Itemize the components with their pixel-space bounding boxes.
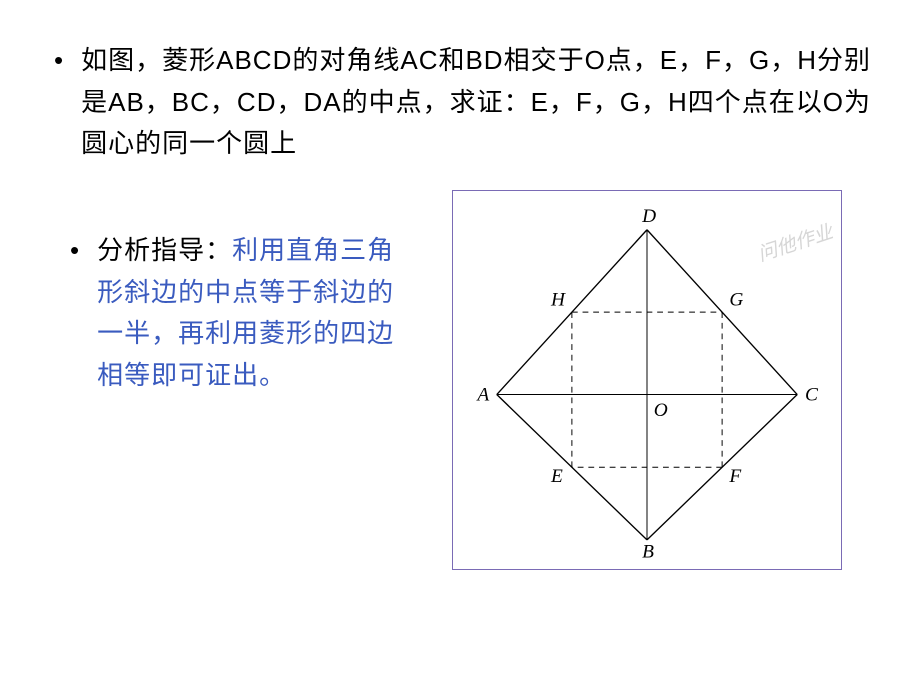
label-c: C [805, 384, 819, 405]
label-d: D [641, 206, 656, 227]
watermark-text: 问他作业 [755, 221, 837, 266]
analysis-block: • 分析指导：利用直角三角形斜边的中点等于斜边的一半，再利用菱形的四边相等即可证… [70, 230, 410, 396]
problem-text: 如图，菱形ABCD的对角线AC和BD相交于O点，E，F，G，H分别是AB，BC，… [81, 40, 874, 165]
problem-bullet: • [54, 40, 63, 165]
label-g: G [729, 289, 743, 310]
diagonals [497, 230, 797, 540]
label-e: E [550, 466, 563, 487]
analysis-label: 分析指导： [97, 235, 232, 265]
label-o: O [654, 400, 668, 421]
geometry-diagram: 问他作业 A B C D O E F G H [452, 190, 842, 570]
problem-statement: • 如图，菱形ABCD的对角线AC和BD相交于O点，E，F，G，H分别是AB，B… [54, 40, 874, 165]
analysis-bullet: • [70, 230, 79, 396]
label-a: A [475, 384, 489, 405]
label-f: F [728, 466, 741, 487]
label-b: B [642, 541, 654, 562]
label-h: H [550, 289, 566, 310]
analysis-text: 分析指导：利用直角三角形斜边的中点等于斜边的一半，再利用菱形的四边相等即可证出。 [97, 230, 410, 396]
